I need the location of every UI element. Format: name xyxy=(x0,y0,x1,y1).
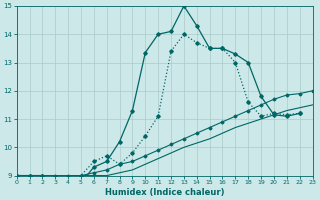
X-axis label: Humidex (Indice chaleur): Humidex (Indice chaleur) xyxy=(105,188,224,197)
